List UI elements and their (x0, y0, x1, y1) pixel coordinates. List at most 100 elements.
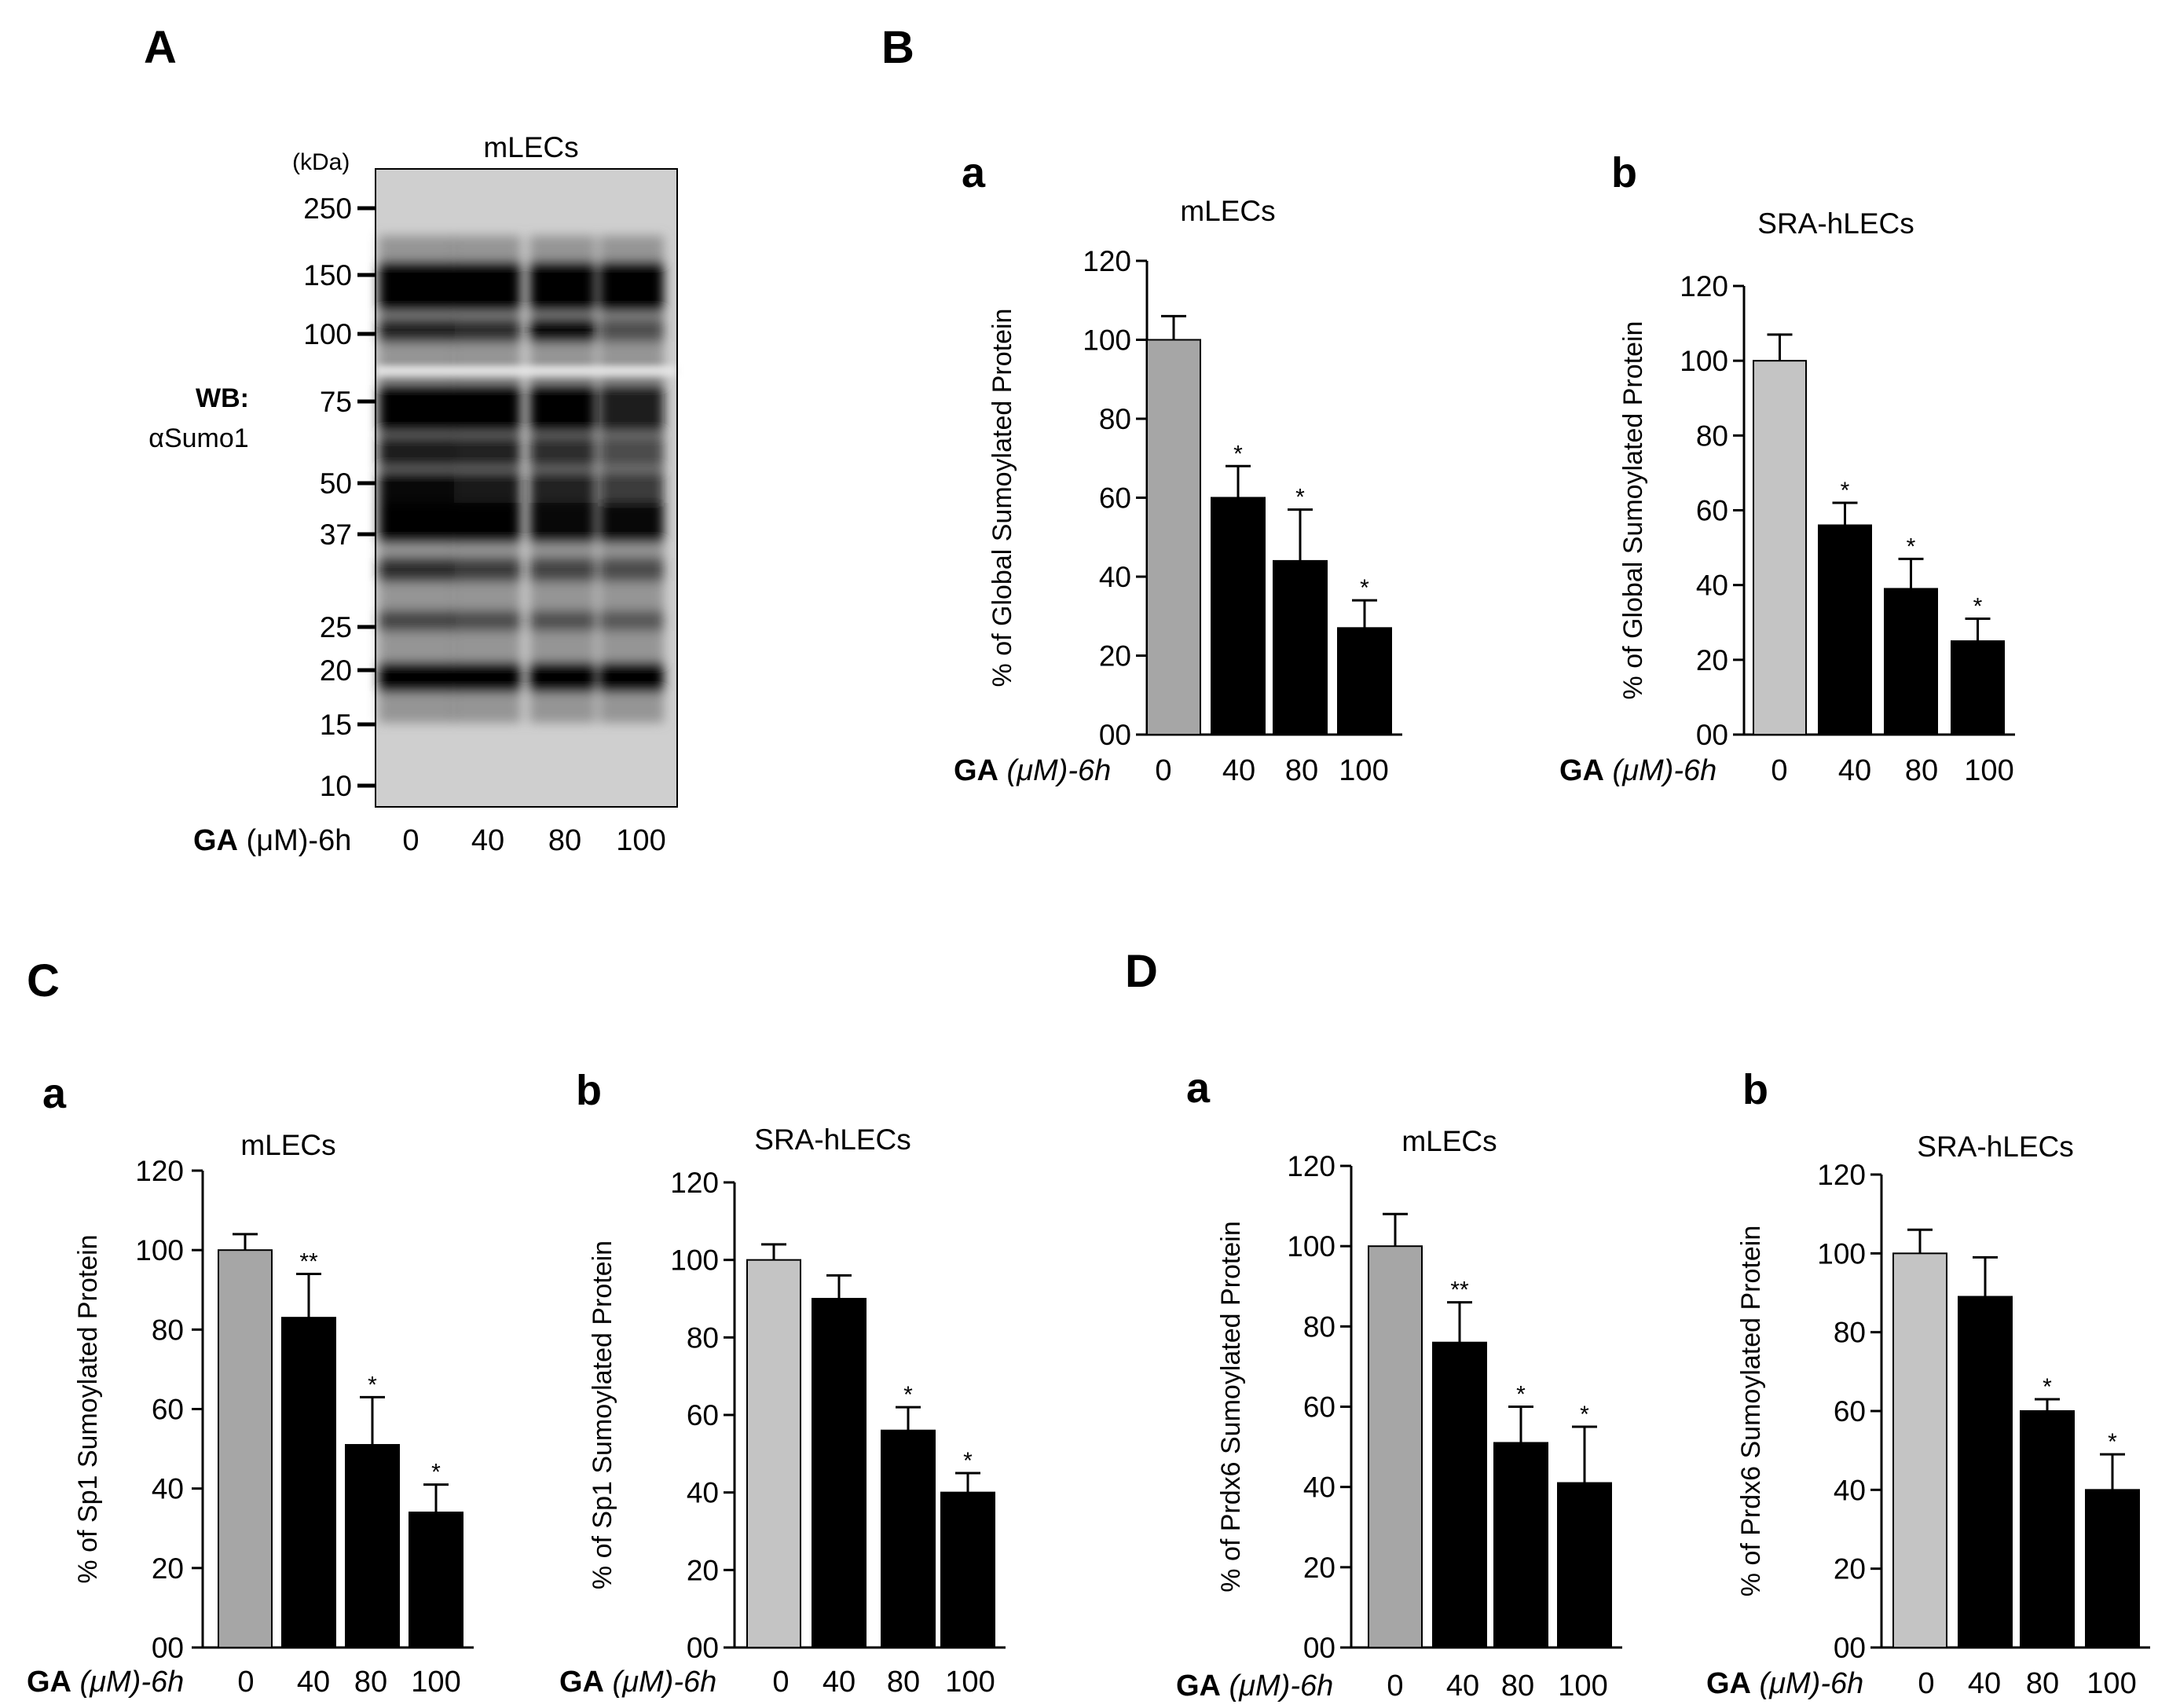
marker-label: 75 (320, 386, 352, 418)
x-axis-label-suffix: (μM)-6h (604, 1666, 716, 1699)
y-tick-label: 120 (670, 1167, 719, 1199)
bar (1493, 1442, 1548, 1648)
bar (1368, 1245, 1423, 1648)
x-axis-label: GA (μM)-6h (1176, 1670, 1333, 1703)
chart-panel-letter: a (42, 1070, 67, 1117)
blot-lane-label: 100 (616, 824, 665, 857)
chart-title: mLECs (1180, 195, 1275, 227)
bar (409, 1512, 463, 1649)
significance-marker: * (368, 1372, 377, 1398)
blot-band (379, 610, 454, 631)
blot-title: mLECs (483, 131, 578, 163)
x-tick-label: 100 (945, 1666, 995, 1699)
x-axis-label: GA (μM)-6h (1559, 754, 1717, 787)
marker-label: 250 (303, 192, 352, 225)
chart-C-a: a mLECs 00 20 40 60 80 100 120 % of Sp1 Sumoylate… (27, 1070, 474, 1699)
blot-band (599, 558, 664, 581)
y-tick-label: 00 (152, 1632, 184, 1664)
blot-band (453, 610, 521, 631)
significance-marker: ** (299, 1249, 318, 1275)
x-axis-label: GA (μM)-6h (1706, 1667, 1863, 1700)
y-tick-label: 20 (1834, 1553, 1866, 1585)
x-axis-label-suffix: (μM)-6h (71, 1666, 184, 1699)
y-tick-label: 120 (1680, 270, 1728, 302)
blot-border (375, 168, 678, 808)
chart-panel-letter: b (576, 1067, 602, 1114)
y-tick-label: 120 (1287, 1150, 1335, 1182)
bar (218, 1249, 273, 1648)
blot-band (529, 610, 595, 631)
y-tick-label: 80 (1834, 1317, 1866, 1349)
significance-marker: * (2043, 1374, 2052, 1400)
blot-band (453, 663, 521, 691)
y-tick-label: 40 (1834, 1474, 1866, 1506)
x-tick-label: 0 (1387, 1670, 1403, 1703)
x-axis-label-prefix: GA (27, 1666, 71, 1699)
y-tick-label: 60 (687, 1399, 719, 1431)
significance-marker: * (963, 1448, 973, 1474)
bar (1273, 559, 1328, 736)
marker-label: 25 (320, 611, 352, 643)
x-tick-label: 0 (772, 1666, 789, 1699)
blot-lane-label: 40 (471, 824, 504, 857)
blot-band (379, 318, 454, 342)
antibody-label: αSumo1 (148, 423, 248, 453)
bar (1211, 497, 1266, 735)
blot-band (599, 503, 664, 542)
marker-ladder: 250 150 100 75 50 37 25 20 15 10 (303, 192, 383, 802)
x-tick-label: 80 (1501, 1670, 1534, 1703)
x-tick-label: 80 (354, 1666, 387, 1699)
bar (881, 1429, 936, 1648)
significance-marker: * (1580, 1402, 1589, 1428)
blot-lane-labels: 0 40 80 100 (402, 824, 665, 857)
bar (1557, 1482, 1612, 1649)
kda-label: (kDa) (292, 149, 350, 175)
blot-band (379, 262, 454, 311)
significance-marker: * (431, 1460, 441, 1486)
marker-label: 50 (320, 467, 352, 500)
x-axis-label-prefix: GA (1706, 1667, 1751, 1700)
y-tick-label: 120 (135, 1155, 184, 1187)
significance-marker: * (1841, 478, 1850, 504)
blot-ga-suffix: (μM)-6h (238, 824, 351, 857)
y-tick-label: 80 (152, 1314, 184, 1346)
y-axis-label: % of Global Sumoylated Protein (987, 309, 1017, 687)
significance-marker: * (1973, 593, 1983, 619)
blot-gap (376, 365, 677, 376)
blot-band (453, 503, 521, 542)
blot-band (379, 436, 454, 467)
x-tick-label: 0 (1771, 754, 1787, 787)
blot-band (529, 663, 595, 691)
x-axis-label: GA (μM)-6h (954, 754, 1111, 787)
bar (940, 1491, 995, 1648)
bar (812, 1298, 867, 1648)
blot-band (529, 385, 595, 432)
blot-band (379, 385, 454, 432)
significance-marker: * (1295, 485, 1305, 511)
x-tick-label: 40 (297, 1666, 330, 1699)
significance-marker: * (1907, 533, 1916, 559)
chart-title: mLECs (240, 1129, 335, 1161)
y-axis-label: % of Sp1 Sumoylated Protein (588, 1241, 617, 1589)
y-tick-label: 100 (670, 1244, 719, 1277)
blot-band (379, 503, 454, 542)
chart-B-b: b SRA-hLECs 00 20 40 60 80 100 120 % of Global Su… (1559, 149, 2015, 787)
bar (746, 1259, 801, 1648)
y-tick-label: 40 (1303, 1472, 1335, 1504)
x-axis-label-prefix: GA (954, 754, 998, 787)
y-tick-label: 60 (1099, 482, 1131, 515)
chart-panel-letter: a (1186, 1065, 1211, 1112)
y-axis-label: % of Sp1 Sumoylated Protein (73, 1234, 103, 1583)
chart-panel-letter: b (1611, 149, 1637, 196)
panel-letter-a-main: A (144, 22, 177, 73)
y-tick-label: 20 (1303, 1552, 1335, 1584)
y-tick-label: 20 (1099, 640, 1131, 673)
significance-marker: * (1360, 575, 1369, 601)
bar (1951, 640, 2005, 736)
x-axis-label-suffix: (μM)-6h (1221, 1670, 1333, 1703)
blot-band (599, 262, 664, 311)
y-axis-label: % of Prdx6 Sumoylated Protein (1736, 1226, 1766, 1596)
y-tick-label: 40 (1696, 570, 1728, 602)
blot-band (599, 436, 664, 467)
western-blot: mLECs (kDa) WB: αSumo1 25015010075503725… (148, 131, 678, 857)
